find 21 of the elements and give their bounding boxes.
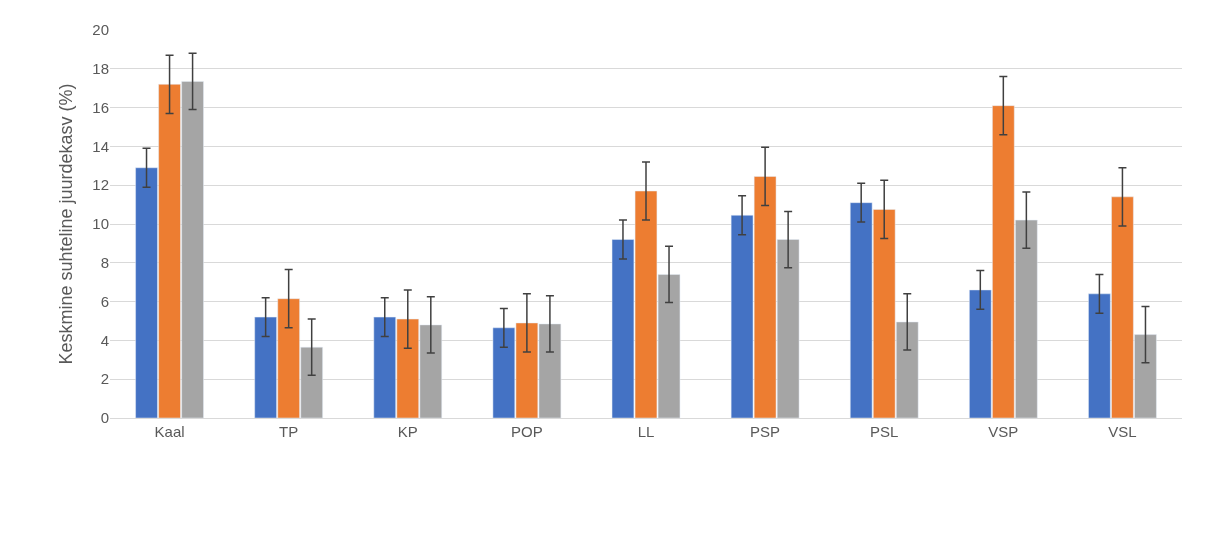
y-tick-label: 0: [100, 409, 109, 427]
y-tick-label: 10: [92, 215, 109, 233]
x-tick-label: Kaal: [154, 423, 185, 440]
x-tick-label: PSL: [870, 423, 899, 440]
y-tick-label: 2: [100, 370, 109, 388]
x-tick-label: PSP: [750, 423, 781, 440]
y-tick-label: 14: [92, 137, 109, 155]
y-tick-label: 12: [92, 176, 109, 194]
y-tick-label: 18: [92, 60, 109, 78]
y-tick-label: 8: [100, 254, 109, 272]
x-tick-label: KP: [397, 423, 418, 440]
x-tick-label: VSL: [1108, 423, 1137, 440]
y-tick-label: 16: [92, 98, 109, 116]
x-tick-label: TP: [279, 423, 299, 440]
x-tick-label: LL: [637, 423, 655, 440]
y-tick-label: 6: [100, 292, 109, 310]
y-tick-label: 4: [100, 331, 109, 349]
y-axis-title: Keskmine suhteline juurdekasv (%): [55, 83, 76, 365]
x-tick-label: POP: [511, 423, 543, 440]
y-tick-label: 20: [92, 21, 109, 39]
x-tick-label: VSP: [988, 423, 1019, 440]
